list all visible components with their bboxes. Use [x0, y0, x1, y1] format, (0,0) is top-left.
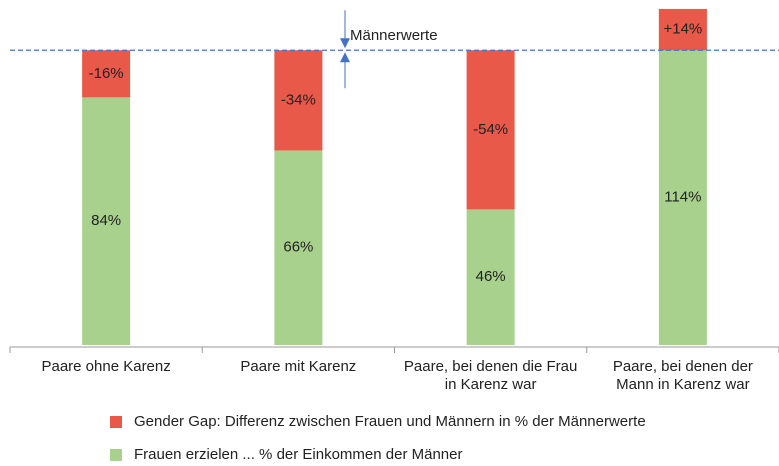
bar-segment — [274, 150, 323, 345]
data-label: -34% — [281, 91, 316, 108]
legend-label: Gender Gap: Differenz zwischen Frauen un… — [134, 413, 646, 430]
annotation: Männerwerte — [350, 27, 438, 44]
legend-swatch — [110, 416, 122, 428]
bar-segment — [658, 8, 707, 51]
bar-segment — [82, 97, 131, 346]
data-label: 84% — [91, 212, 121, 229]
data-label: +14% — [663, 21, 702, 38]
arrow-head — [340, 52, 350, 63]
data-label: 66% — [283, 239, 313, 256]
bar-segment — [658, 8, 707, 346]
bar-segment — [82, 50, 131, 98]
data-label: 46% — [476, 268, 506, 285]
data-label: 114% — [664, 189, 701, 206]
bar-segment — [466, 209, 515, 345]
x-tick-label: Paare, bei denen die Frau in Karenz war — [403, 358, 578, 393]
bar-segment — [466, 50, 515, 210]
x-tick-label: Paare, bei denen der Mann in Karenz war — [612, 358, 753, 393]
x-tick-label: Paare mit Karenz — [240, 358, 357, 375]
bar-segment — [274, 50, 323, 151]
x-tick-label: Paare ohne Karenz — [41, 358, 171, 375]
legend-swatch — [110, 449, 122, 461]
arrow-head — [340, 38, 350, 49]
legend-label: Frauen erzielen ... % der Einkommen der … — [134, 446, 462, 463]
data-label: -16% — [89, 65, 124, 82]
data-label: -54% — [473, 121, 508, 138]
